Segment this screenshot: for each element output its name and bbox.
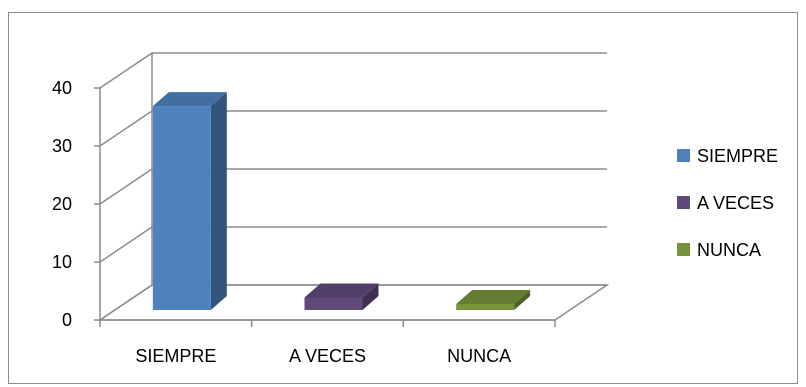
x-category-label: NUNCA: [447, 346, 511, 366]
legend-swatch: [677, 243, 690, 256]
bar-nunca: [456, 290, 531, 310]
bar-siempre: [152, 92, 227, 310]
bar-front: [304, 297, 363, 310]
legend-label: SIEMPRE: [697, 146, 778, 166]
bar-top: [304, 283, 379, 298]
bar-top: [456, 290, 531, 304]
y-tick-label: 30: [52, 136, 72, 156]
bar-a-veces: [304, 283, 379, 310]
legend-swatch: [677, 196, 690, 209]
legend-item: SIEMPRE: [677, 146, 778, 166]
bar-side: [210, 92, 227, 310]
legend-swatch: [677, 149, 690, 162]
bar-side: [362, 283, 379, 310]
bar-top: [152, 92, 227, 107]
y-axis-ticks: 0 10 20 30 40: [52, 78, 100, 330]
legend: SIEMPRE A VECES NUNCA: [677, 146, 778, 260]
y-tick-label: 20: [52, 194, 72, 214]
legend-item: A VECES: [677, 193, 774, 213]
bar-side: [514, 290, 531, 310]
bar-front: [456, 304, 515, 310]
legend-item: NUNCA: [677, 240, 761, 260]
y-tick-label: 40: [52, 78, 72, 98]
legend-label: A VECES: [697, 193, 774, 213]
x-category-label: SIEMPRE: [135, 346, 216, 366]
y-tick-label: 0: [62, 310, 72, 330]
x-axis-categories: SIEMPRE A VECES NUNCA: [99, 320, 556, 366]
legend-label: NUNCA: [697, 240, 761, 260]
bars: [152, 92, 531, 310]
bar-front: [152, 106, 211, 310]
x-category-label: A VECES: [289, 346, 366, 366]
y-tick-label: 10: [52, 252, 72, 272]
